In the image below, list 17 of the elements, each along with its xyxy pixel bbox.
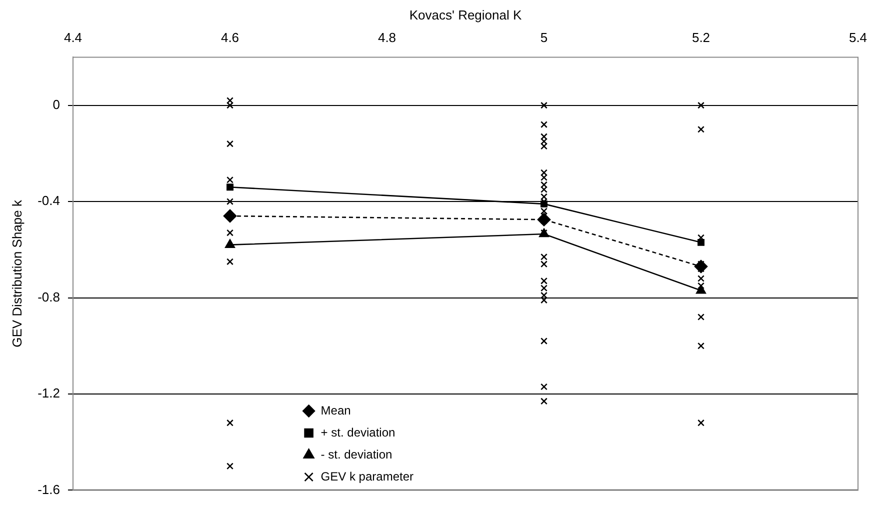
x-tick-label: 5.4: [848, 30, 868, 45]
legend-label: + st. deviation: [320, 425, 396, 440]
x-tick-label: 4.8: [378, 30, 396, 45]
y-tick-label: -1.6: [38, 482, 60, 497]
legend-label: - st. deviation: [320, 447, 392, 462]
legend-label: Mean: [320, 403, 351, 418]
y-tick-label: -0.4: [38, 193, 60, 208]
y-tick-label: 0: [52, 96, 60, 112]
x-axis-title: Kovacs' Regional K: [409, 7, 522, 22]
x-tick-label: 4.4: [64, 30, 82, 45]
y-axis-title: GEV Distribution Shape k: [9, 200, 24, 348]
y-tick-label: -1.2: [38, 386, 60, 401]
y-tick-label: -0.8: [38, 289, 60, 304]
x-tick-label: 5: [540, 30, 548, 45]
x-tick-label: 5.2: [692, 30, 710, 45]
legend-label: GEV k parameter: [320, 469, 414, 484]
x-tick-label: 4.6: [220, 30, 240, 45]
